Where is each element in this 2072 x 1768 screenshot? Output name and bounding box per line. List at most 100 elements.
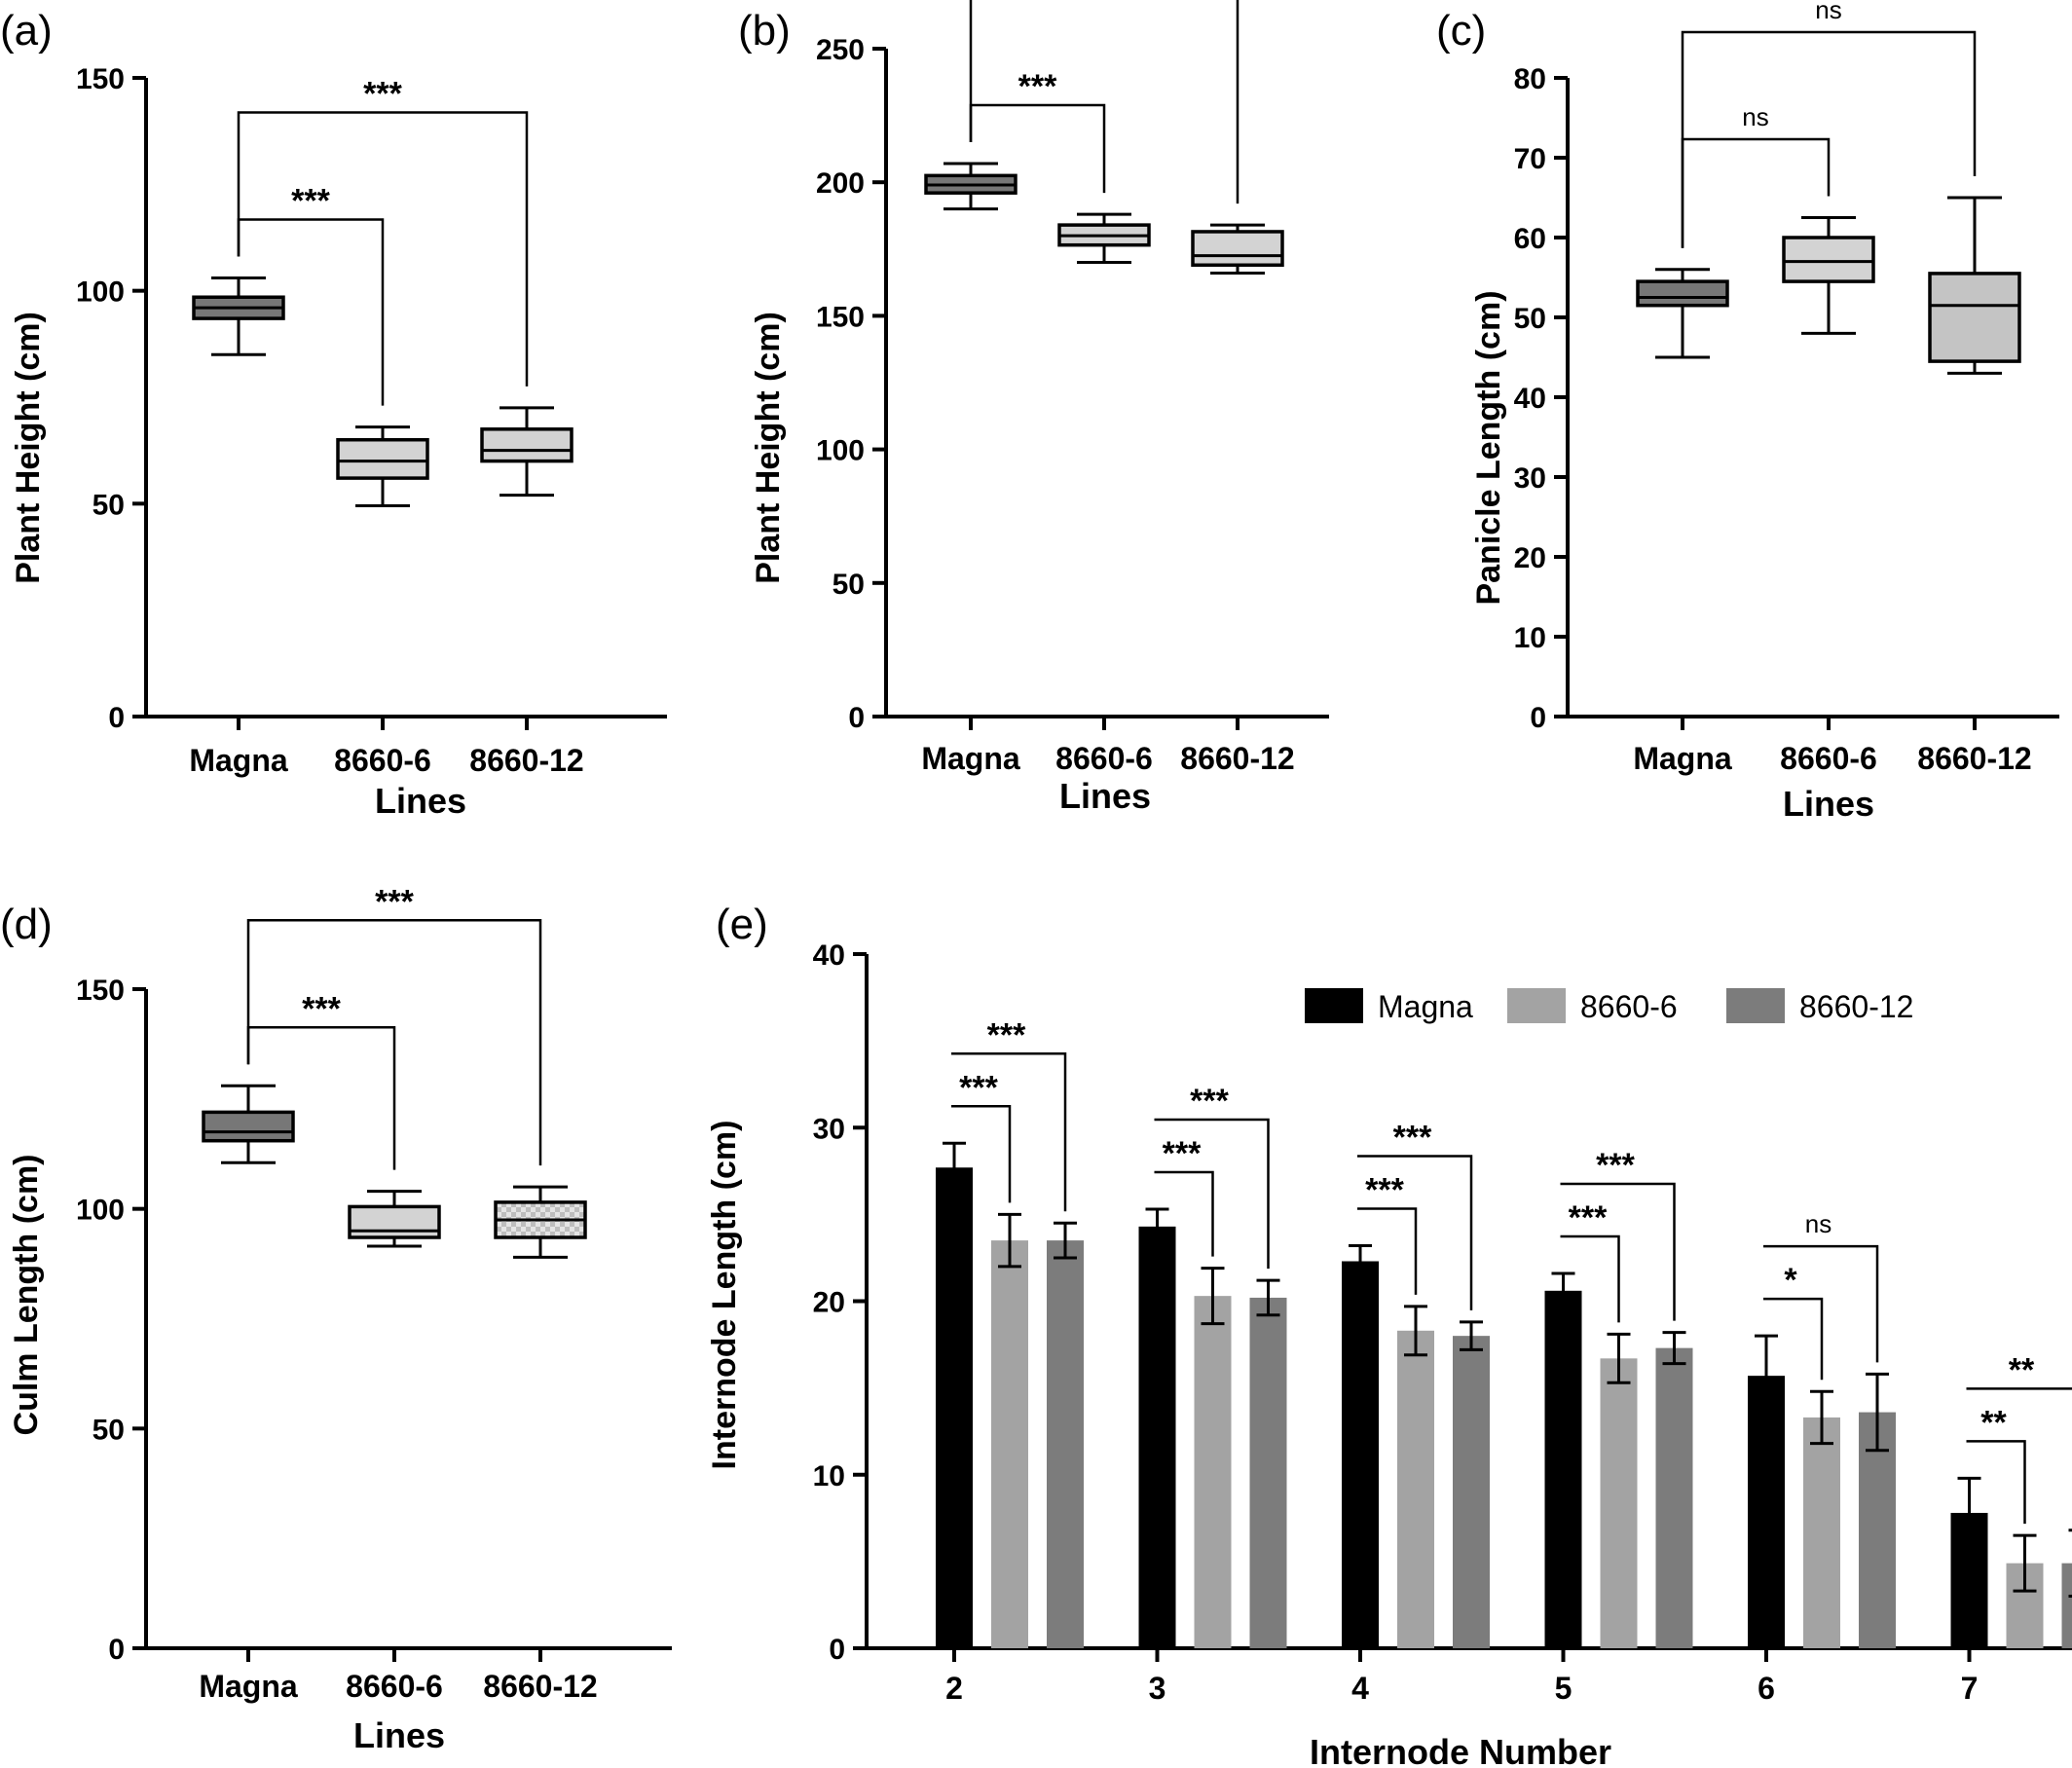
y-tick-label: 40 xyxy=(813,939,845,972)
box-plot-8660-12 xyxy=(494,1185,587,1259)
significance-bracket: *** xyxy=(951,1016,1067,1212)
x-tick-label: Magna xyxy=(1633,741,1732,776)
significance-label: *** xyxy=(987,1016,1026,1053)
bar-8660-12-7 xyxy=(2061,1563,2072,1648)
chart-panel-c: (c) 0 10 20 30 40 50 60 70 80 Panicle Length (cm) L… xyxy=(1436,0,2059,824)
y-tick-label: 80 xyxy=(1514,63,1546,95)
significance-label: ** xyxy=(1980,1404,2007,1441)
y-tick-label: 60 xyxy=(1514,223,1546,255)
y-axis-title: Culm Length (cm) xyxy=(8,1155,45,1436)
bracket-line xyxy=(1357,1207,1418,1295)
x-tick-label: 8660-6 xyxy=(346,1669,443,1704)
x-tick-label: 7 xyxy=(1961,1671,1979,1706)
legend-swatch xyxy=(1507,988,1566,1023)
chart-panel-b: (b) 0 50 100 150 200 250 Plant Height (cm) Lines… xyxy=(738,0,1329,816)
bar-8660-6-3 xyxy=(1194,1296,1232,1648)
significance-label: *** xyxy=(1018,68,1057,105)
y-tick-label: 250 xyxy=(816,34,865,66)
x-axis-title: Internode Number xyxy=(1310,1732,1611,1768)
bracket-line xyxy=(1357,1155,1473,1310)
significance-bracket: * xyxy=(1763,1262,1824,1381)
y-axis-title: Plant Height (cm) xyxy=(750,312,787,584)
box-plot-8660-6 xyxy=(1782,216,1875,335)
box-plot-Magna xyxy=(202,1084,295,1164)
y-tick-label: 50 xyxy=(1514,303,1546,335)
box-plot-8660-12 xyxy=(1191,223,1284,275)
bar-8660-6-2 xyxy=(991,1240,1028,1648)
bar-Magna-5 xyxy=(1544,1290,1582,1648)
y-tick-label: 50 xyxy=(92,489,125,521)
legend-swatch xyxy=(1305,988,1363,1023)
x-tick-label: Magna xyxy=(189,743,288,778)
bracket-line xyxy=(951,1105,1012,1203)
x-axis-title: Lines xyxy=(353,1715,445,1755)
y-axis-title: Panicle Length (cm) xyxy=(1470,290,1507,605)
y-tick-label: 150 xyxy=(76,63,125,95)
significance-label: *** xyxy=(375,883,414,920)
x-tick-label: 6 xyxy=(1758,1671,1775,1706)
panel-label: (b) xyxy=(738,7,791,55)
bracket-line xyxy=(1681,137,1831,248)
bracket-line xyxy=(1966,1387,2072,1390)
bar-8660-12-2 xyxy=(1047,1240,1084,1648)
x-tick-label: 8660-12 xyxy=(483,1669,597,1704)
y-tick-label: 10 xyxy=(1514,622,1546,654)
x-axis-title: Lines xyxy=(1783,784,1874,824)
bracket-line xyxy=(1154,1118,1270,1270)
legend-label: 8660-6 xyxy=(1580,989,1678,1024)
y-tick-label: 100 xyxy=(76,1195,125,1227)
x-tick-label: 5 xyxy=(1555,1671,1572,1706)
box-plot-8660-12 xyxy=(1928,196,2021,375)
y-tick-label: 70 xyxy=(1514,143,1546,175)
y-tick-label: 150 xyxy=(816,301,865,333)
box-iqr xyxy=(202,1110,295,1143)
y-tick-label: 0 xyxy=(848,702,865,734)
x-tick-label: Magna xyxy=(921,741,1020,776)
significance-bracket: ns xyxy=(1681,0,1977,248)
bracket-line xyxy=(237,111,529,387)
box-plot-Magna xyxy=(192,276,285,356)
significance-label: ns xyxy=(1805,1209,1832,1238)
significance-bracket: *** xyxy=(1357,1119,1473,1310)
box-plot-8660-6 xyxy=(336,425,429,508)
bracket-line xyxy=(1560,1182,1676,1321)
box-iqr xyxy=(480,427,574,463)
y-tick-label: 0 xyxy=(829,1634,845,1666)
significance-bracket: *** xyxy=(1357,1171,1418,1295)
y-tick-label: 20 xyxy=(1514,542,1546,574)
y-tick-label: 100 xyxy=(816,435,865,467)
significance-bracket: *** xyxy=(237,76,529,387)
x-tick-label: 4 xyxy=(1351,1671,1369,1706)
bracket-line xyxy=(1763,1297,1824,1381)
legend-label: 8660-12 xyxy=(1799,989,1913,1024)
panel-label: (d) xyxy=(0,901,53,948)
significance-bracket: *** xyxy=(237,183,385,406)
bracket-line xyxy=(1763,1244,1879,1363)
x-axis-title: Lines xyxy=(375,781,466,821)
x-tick-label: 8660-12 xyxy=(1917,741,2031,776)
bar-Magna-6 xyxy=(1748,1376,1785,1648)
y-axis-title: Plant Height (cm) xyxy=(10,312,47,584)
significance-bracket: *** xyxy=(1154,1083,1270,1270)
y-tick-label: 100 xyxy=(76,276,125,309)
legend-swatch xyxy=(1726,988,1785,1023)
significance-bracket: ** xyxy=(1966,1351,2072,1390)
panel-label: (e) xyxy=(716,901,768,948)
bar-8660-12-3 xyxy=(1249,1297,1287,1648)
bar-Magna-3 xyxy=(1138,1226,1176,1648)
bar-Magna-2 xyxy=(936,1167,973,1648)
significance-label: *** xyxy=(1163,1135,1202,1172)
significance-bracket: *** xyxy=(246,990,396,1170)
panel-label: (a) xyxy=(0,7,53,55)
significance-label: *** xyxy=(1596,1147,1635,1184)
significance-bracket: *** xyxy=(969,0,1240,204)
bracket-line xyxy=(1154,1170,1214,1257)
x-tick-label: 8660-12 xyxy=(469,743,583,778)
x-tick-label: 8660-12 xyxy=(1180,741,1294,776)
chart-panel-a: (a) 0 50 100 150 Plant Height (cm) Lines Magna 8… xyxy=(0,7,667,821)
y-tick-label: 10 xyxy=(813,1460,845,1492)
x-tick-label: 8660-6 xyxy=(1055,741,1153,776)
box-iqr xyxy=(1928,272,2021,363)
significance-bracket: *** xyxy=(1560,1199,1620,1323)
